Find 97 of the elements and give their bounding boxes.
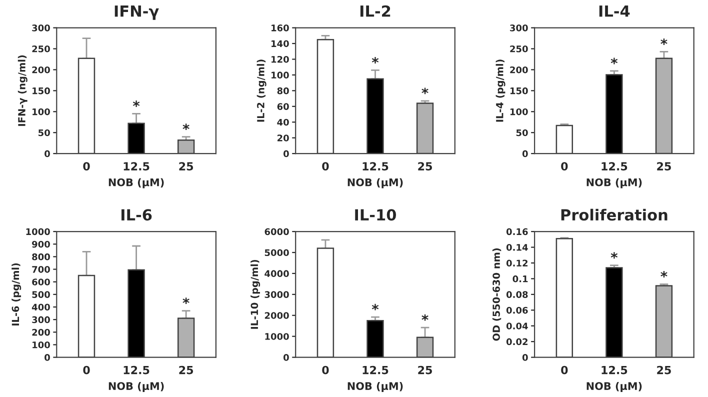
annotation: *	[610, 252, 618, 259]
annotation: *	[372, 57, 379, 64]
y-tick-label: 0	[283, 150, 289, 158]
x-axis-title: NOB (µM)	[586, 382, 642, 392]
chart-title: IL-2	[360, 5, 390, 17]
y-tick-label: 100	[272, 72, 289, 79]
chart-title: IL-6	[122, 209, 152, 221]
annotation: *	[422, 314, 428, 321]
y-tick-label: 0.02	[506, 338, 528, 346]
annotation: *	[182, 298, 190, 304]
annotation: *	[372, 304, 379, 310]
y-tick-label: 20	[277, 134, 289, 142]
x-tick-label: 25	[418, 162, 432, 170]
y-tick-label: 0	[44, 354, 50, 361]
y-tick-label: 700	[32, 266, 50, 273]
y-tick-label: 100	[32, 341, 50, 348]
y-tick-label: 200	[32, 66, 50, 74]
x-tick-label: 0	[322, 366, 329, 374]
y-tick-label: 200	[510, 66, 528, 74]
y-tick-label: 0.04	[506, 322, 528, 330]
y-axis-title: OD (550-630 nm)	[492, 248, 502, 341]
x-tick-label: 0	[322, 162, 329, 170]
y-tick-label: 250	[510, 45, 528, 52]
y-tick-label: 0.16	[506, 228, 528, 236]
y-tick-label: 50	[38, 129, 50, 136]
y-tick-label: 150	[32, 87, 50, 94]
y-tick-label: 800	[32, 253, 50, 260]
y-tick-label: 0.12	[506, 260, 528, 267]
x-tick-label: 0	[561, 366, 568, 374]
y-tick-label: 5000	[264, 249, 289, 256]
chart-title: IFN-γ	[114, 6, 159, 20]
y-tick-label: 50	[516, 129, 528, 136]
x-tick-label: 0	[561, 162, 568, 170]
annotation: *	[132, 100, 140, 107]
y-tick-label: 250	[32, 45, 50, 52]
y-tick-label: 0	[522, 150, 528, 158]
x-tick-label: 25	[657, 162, 671, 170]
x-axis-title: NOB (µM)	[108, 382, 164, 392]
x-tick-label: 25	[418, 366, 432, 374]
y-tick-label: 300	[32, 316, 50, 324]
y-tick-label: 160	[272, 24, 289, 32]
annotation: *	[660, 38, 668, 45]
y-tick-label: 600	[32, 278, 50, 286]
y-tick-label: 140	[272, 40, 289, 48]
x-tick-label: 25	[179, 162, 194, 170]
y-tick-label: 900	[32, 240, 50, 248]
annotation: *	[660, 271, 668, 278]
y-tick-label: 0.1	[512, 275, 528, 282]
x-axis-title: NOB (µM)	[108, 178, 164, 188]
y-tick-label: 0.06	[506, 306, 528, 314]
x-tick-label: 12.5	[124, 366, 150, 374]
y-tick-label: 0	[522, 354, 528, 361]
y-tick-label: 300	[32, 24, 50, 32]
annotation: *	[182, 124, 190, 130]
y-tick-label: 4000	[264, 270, 289, 278]
x-axis-title: NOB (µM)	[348, 382, 403, 392]
x-tick-label: 12.5	[124, 162, 150, 170]
y-tick-label: 1000	[265, 333, 289, 340]
y-tick-label: 500	[32, 291, 50, 298]
chart-title: Proliferation	[561, 208, 668, 221]
annotation: *	[610, 58, 618, 64]
y-tick-label: 1000	[26, 228, 50, 236]
y-tick-label: 100	[32, 108, 50, 116]
y-tick-label: 300	[510, 24, 528, 32]
x-axis-title: NOB (µM)	[348, 178, 403, 188]
chart-title: IL-4	[599, 6, 630, 17]
y-axis-title: IL-10 (pg/ml)	[250, 260, 260, 329]
y-tick-label: 0	[283, 354, 289, 361]
x-tick-label: 12.5	[362, 162, 388, 170]
y-axis-title: IL-6 (pg/ml)	[12, 263, 22, 326]
x-axis-title: NOB (µM)	[586, 178, 642, 188]
y-tick-label: 0	[44, 150, 50, 158]
y-tick-label: 60	[277, 103, 289, 110]
y-tick-label: 3000	[264, 291, 289, 298]
y-tick-label: 150	[510, 87, 528, 94]
y-tick-label: 2000	[264, 312, 289, 319]
y-tick-label: 6000	[264, 228, 289, 236]
y-tick-label: 0.08	[506, 291, 528, 298]
y-tick-label: 80	[277, 87, 289, 94]
y-tick-label: 200	[32, 328, 50, 336]
chart-title: IL-10	[355, 209, 396, 221]
y-axis-title: IFN-γ (ng/ml)	[18, 55, 28, 126]
x-tick-label: 0	[83, 366, 90, 374]
annotation: *	[422, 88, 428, 94]
y-axis-title: IL-2 (ng/ml)	[256, 60, 266, 122]
y-tick-label: 400	[32, 304, 50, 311]
y-tick-label: 0.14	[506, 244, 528, 251]
y-tick-label: 120	[272, 56, 289, 63]
x-tick-label: 12.5	[362, 366, 388, 374]
x-tick-label: 25	[179, 366, 194, 374]
x-tick-label: 25	[657, 366, 671, 374]
y-axis-title: IL-4 (pg/ml)	[496, 60, 506, 122]
y-tick-label: 100	[510, 108, 528, 116]
x-tick-label: 0	[83, 162, 90, 170]
y-tick-label: 40	[277, 118, 289, 126]
x-tick-label: 12.5	[602, 162, 628, 170]
x-tick-label: 12.5	[602, 366, 628, 374]
